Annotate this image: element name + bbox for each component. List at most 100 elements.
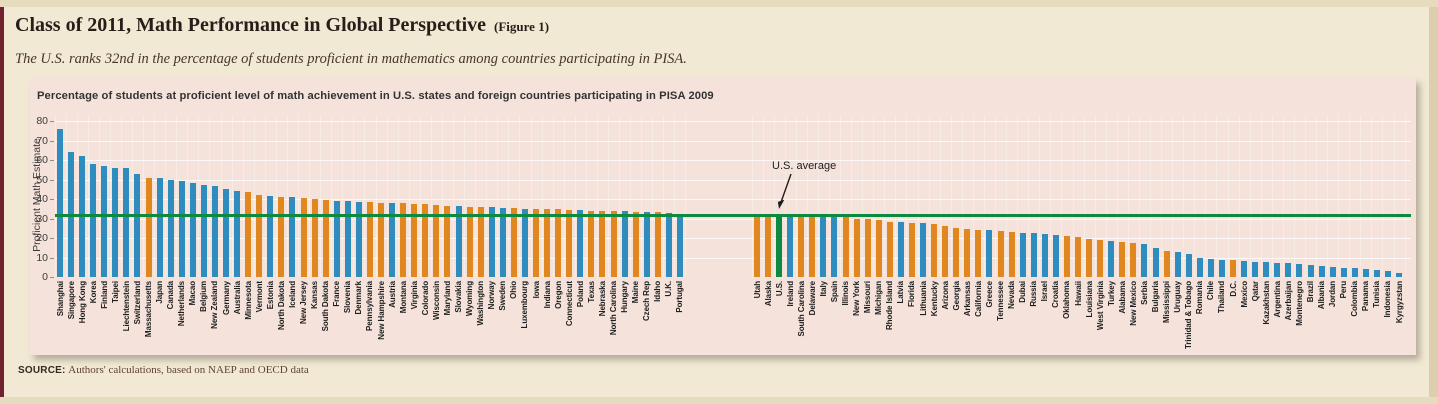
column-separator — [762, 115, 764, 277]
axis-label-austria: Austria — [387, 281, 397, 308]
axis-label-qatar: Qatar — [1250, 281, 1260, 302]
axis-label-new-hampshire: New Hampshire — [376, 281, 386, 340]
bar-virginia — [411, 203, 418, 277]
bar-illinois — [842, 216, 849, 277]
y-tick-label: 0 — [42, 271, 48, 283]
bar-thailand — [1218, 260, 1225, 277]
column-separator — [574, 115, 576, 277]
column-separator — [154, 115, 156, 277]
column-separator — [1260, 115, 1262, 277]
axis-label-korea: Korea — [88, 281, 98, 304]
axis-label-latvia: Latvia — [896, 281, 906, 304]
bar-peru — [1340, 268, 1347, 277]
bar-slovakia — [455, 205, 462, 277]
bar-georgia — [953, 228, 960, 277]
column-separator — [165, 115, 167, 277]
axis-label-new-mexico: New Mexico — [1128, 281, 1138, 326]
column-separator — [65, 115, 67, 277]
bar-greece — [986, 230, 993, 277]
bar-alabama — [1119, 241, 1126, 277]
column-separator — [375, 115, 377, 277]
column-separator — [298, 115, 300, 277]
column-separator — [1327, 115, 1329, 277]
bar-florida — [908, 223, 915, 277]
column-separator — [331, 115, 333, 277]
axis-label-sweden: Sweden — [498, 281, 508, 311]
bar-north-dakota — [278, 197, 285, 277]
axis-label-arizona: Arizona — [940, 281, 950, 310]
bar-d-c — [1230, 260, 1236, 277]
bar-portugal — [676, 213, 683, 277]
axis-label-u-k: U.K. — [664, 281, 674, 297]
bar-france — [333, 200, 340, 277]
bar-montana — [400, 202, 407, 277]
bar-trinidad-tobago — [1185, 253, 1192, 277]
axis-label-japan: Japan — [155, 281, 165, 304]
bar-u-s — [776, 214, 783, 277]
column-separator — [87, 115, 89, 277]
bar-montenegro — [1296, 264, 1303, 277]
bar-belgium — [200, 185, 207, 277]
axis-label-connecticut: Connecticut — [564, 281, 574, 327]
axis-label-maryland: Maryland — [442, 281, 452, 316]
column-separator — [475, 115, 477, 277]
column-separator — [253, 115, 255, 277]
column-separator — [1349, 115, 1351, 277]
column-separator — [1194, 115, 1196, 277]
axis-label-russia: Russia — [1029, 281, 1039, 307]
axis-label-germany: Germany — [221, 281, 231, 315]
column-separator — [453, 115, 455, 277]
bar-macao — [189, 183, 196, 277]
column-separator — [519, 115, 521, 277]
y-tick-mark — [50, 160, 54, 161]
axis-label-virginia: Virginia — [409, 281, 419, 310]
axis-label-north-dakota: North Dakota — [276, 281, 286, 331]
bar-australia — [234, 191, 241, 277]
column-separator — [1216, 115, 1218, 277]
axis-label-maine: Maine — [631, 281, 641, 304]
axis-label-belgium: Belgium — [199, 281, 209, 312]
column-separator — [619, 115, 621, 277]
bar-germany — [223, 189, 230, 277]
axis-label-wisconsin: Wisconsin — [431, 281, 441, 321]
axis-label-spain: Spain — [829, 281, 839, 303]
gridline — [55, 121, 1411, 122]
column-separator — [530, 115, 532, 277]
column-separator — [795, 115, 797, 277]
axis-label-slovakia: Slovakia — [454, 281, 464, 313]
column-separator — [309, 115, 311, 277]
bar-kentucky — [931, 224, 938, 277]
axis-label-croatia: Croatia — [1051, 281, 1061, 308]
bar-new-jersey — [300, 198, 307, 277]
bar-south-carolina — [798, 215, 805, 277]
bar-ireland — [787, 214, 794, 277]
axis-label-mississippi: Mississippi — [1162, 281, 1172, 324]
column-separator — [1006, 115, 1008, 277]
source-text: Authors' calculations, based on NAEP and… — [68, 364, 309, 376]
column-separator — [187, 115, 189, 277]
bar-sweden — [499, 207, 506, 277]
bar-michigan — [875, 220, 882, 277]
column-separator — [1205, 115, 1207, 277]
column-separator — [1028, 115, 1030, 277]
axis-label-serbia: Serbia — [1139, 281, 1149, 305]
bar-alaska — [765, 214, 772, 277]
column-separator — [198, 115, 200, 277]
bar-mississippi — [1163, 250, 1170, 277]
axis-label-u-s: U.S. — [774, 281, 784, 297]
column-separator — [1293, 115, 1295, 277]
bar-spain — [831, 216, 838, 277]
axis-label-tunisia: Tunisia — [1372, 281, 1382, 308]
axis-label-argentina: Argentina — [1272, 281, 1282, 318]
axis-label-finland: Finland — [99, 281, 109, 309]
bar-oregon — [555, 208, 562, 277]
bar-luxembourg — [521, 208, 528, 277]
axis-label-massachusetts: Massachusetts — [144, 281, 154, 338]
bar-louisiana — [1086, 238, 1093, 277]
bar-oklahoma — [1063, 236, 1070, 277]
gridline — [55, 218, 1411, 220]
top-border-strip — [0, 0, 1438, 7]
column-separator — [364, 115, 366, 277]
axis-label-denmark: Denmark — [354, 281, 364, 315]
column-separator — [486, 115, 488, 277]
